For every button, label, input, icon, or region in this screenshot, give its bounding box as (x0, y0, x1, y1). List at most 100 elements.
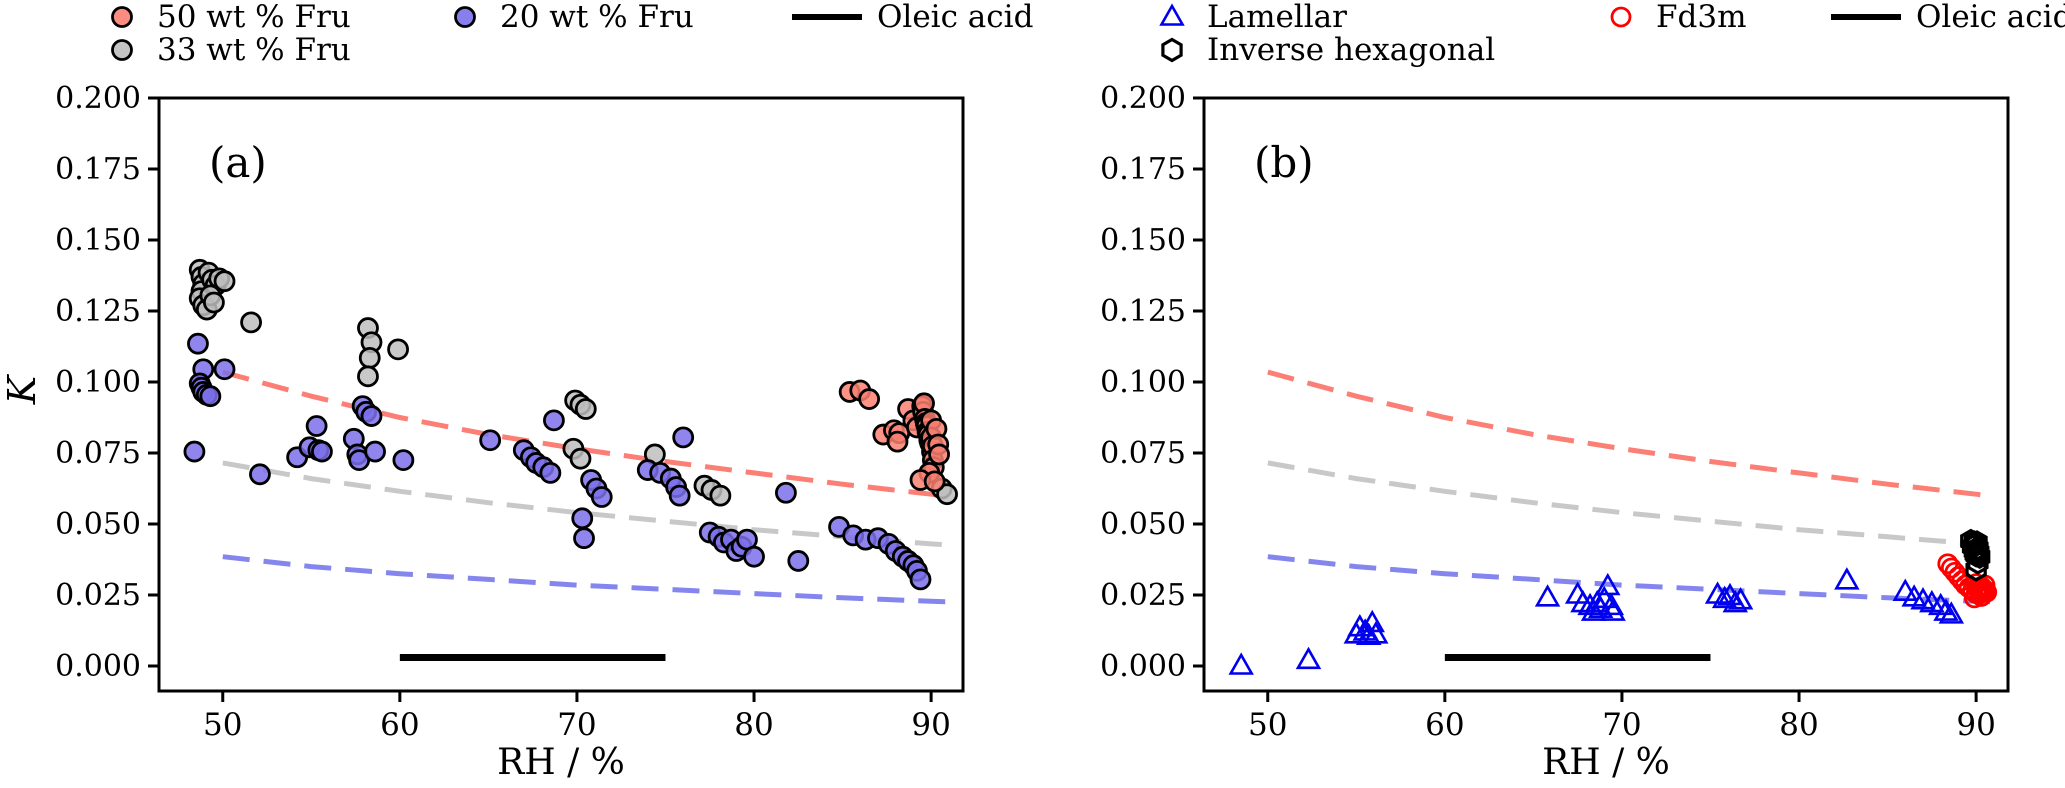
scatter-point (569, 447, 592, 470)
scatter-point (743, 545, 765, 568)
scatter-point (1355, 622, 1382, 645)
scatter-point (1892, 578, 1919, 601)
y-tick-label: 0.125 (55, 294, 141, 329)
legend-item-50wt-fru: 50 wt % Fru (100, 0, 351, 34)
scatter-point (1933, 598, 1959, 621)
scatter-point (305, 415, 328, 437)
legend-item-oleic-acid-b: Oleic acid (1829, 0, 2065, 34)
scatter-point (909, 568, 932, 591)
legend-circle-glyph (111, 6, 133, 28)
x-tick-label: 90 (1956, 707, 1995, 743)
20wt-fru-circle-icon (443, 1, 487, 33)
y-axis-label: K (0, 375, 45, 405)
scatter-point (571, 507, 594, 530)
y-tick-label: 0.000 (1100, 649, 1186, 684)
legend-item-oleic-acid-a: Oleic acid (790, 0, 1033, 34)
fd3m-circle-icon (1599, 1, 1643, 33)
inverse-hexagonal-icon (1150, 34, 1194, 66)
legend-marker-glyph (454, 6, 476, 28)
scatter-point (539, 461, 562, 484)
x-tick-label: 60 (380, 707, 419, 743)
x-axis-label-b: RH / % (1542, 742, 1670, 783)
y-tick-label: 0.100 (1100, 365, 1186, 400)
legend-label-50wt-fru: 50 wt % Fru (157, 0, 351, 35)
legend-circle-glyph (111, 39, 133, 61)
scatter-point (1834, 567, 1860, 590)
scatter-point (1595, 572, 1621, 596)
panel-a: 50 60 70 80 90 0.000 0.025 0.050 0.075 0.100 0.125… (55, 81, 965, 743)
legend-triangle-open-glyph (1159, 3, 1185, 26)
legend-circle-open-glyph (1610, 6, 1632, 28)
scatter-point (787, 550, 810, 572)
scatter-point (928, 443, 950, 466)
panel-frame (1202, 96, 2010, 693)
scatter-point (590, 486, 613, 508)
scatter-point (936, 483, 958, 506)
scatter-point (1927, 592, 1954, 616)
x-axis-label-a: RH / % (497, 742, 625, 783)
legend-marker-glyph (1831, 14, 1901, 20)
legend-marker-glyph (111, 6, 133, 28)
panel-a-letter: (a) (209, 138, 267, 187)
scatter-point (199, 385, 222, 408)
legend-label-33wt-fru: 33 wt % Fru (157, 32, 351, 68)
scatter-point (479, 429, 502, 452)
x-tick-label: 60 (1425, 707, 1464, 743)
legend-circle-glyph (454, 6, 476, 28)
legend-label-oleic-acid-b: Oleic acid (1916, 0, 2065, 35)
x-tick-label: 70 (557, 707, 596, 743)
scatter-point (311, 440, 333, 463)
scatter-point (923, 470, 946, 493)
scatter-point (1976, 581, 1998, 603)
panel-frame (157, 96, 965, 693)
y-tick-label: 0.025 (55, 578, 141, 613)
scatter-point (1938, 601, 1965, 624)
x-tick-label: 50 (203, 707, 242, 743)
scatter-point (1965, 557, 1987, 582)
oleic-acid-line-icon-b (1829, 1, 1903, 33)
y-tick-label: 0.125 (1100, 294, 1186, 329)
lamellar-triangle-icon (1150, 1, 1194, 33)
scatter-point (1228, 652, 1254, 675)
scatter-point (574, 398, 597, 420)
y-tick-label: 0.050 (1100, 507, 1186, 542)
scatter-point (364, 440, 386, 463)
scatter-point (183, 440, 206, 463)
scatter-point (187, 332, 209, 355)
scatter-point (858, 388, 881, 410)
scatter-point (1968, 544, 1991, 570)
scatter-point (1968, 540, 1990, 565)
legend-label-20wt-fru: 20 wt % Fru (500, 0, 694, 35)
y-tick-label: 0.200 (1100, 81, 1186, 116)
scatter-point (357, 365, 379, 388)
x-tick-label: 70 (1602, 707, 1641, 743)
y-tick-label: 0.200 (55, 81, 141, 116)
legend-marker-glyph (1610, 6, 1632, 28)
legend-label-oleic-acid-a: Oleic acid (877, 0, 1034, 35)
y-tick-label: 0.175 (1100, 152, 1186, 187)
scatter-point (202, 291, 225, 314)
x-tick-label: 90 (911, 707, 950, 743)
fit-curve (1267, 554, 1994, 605)
scatter-point (249, 463, 271, 486)
y-tick-label: 0.150 (1100, 223, 1186, 258)
legend-marker-glyph (792, 14, 862, 20)
scatter-point (1363, 621, 1389, 644)
series-50-wt-fru (838, 379, 950, 493)
y-tick-label: 0.000 (55, 649, 141, 684)
scatter-point (672, 426, 695, 449)
y-tick-label: 0.100 (55, 365, 141, 400)
scatter-point (358, 346, 381, 369)
scatter-point (1711, 585, 1738, 609)
scatter-point (1600, 598, 1626, 621)
33wt-fru-circle-icon (100, 34, 144, 66)
fit-curve (1267, 460, 1994, 548)
scatter-point (213, 270, 236, 293)
legend-item-lamellar: Lamellar (1150, 0, 1347, 34)
series-33-wt-fru (188, 258, 958, 507)
legend-marker-glyph (1161, 37, 1183, 63)
panel-b-letter: (b) (1254, 138, 1314, 187)
50wt-fru-circle-icon (100, 1, 144, 33)
